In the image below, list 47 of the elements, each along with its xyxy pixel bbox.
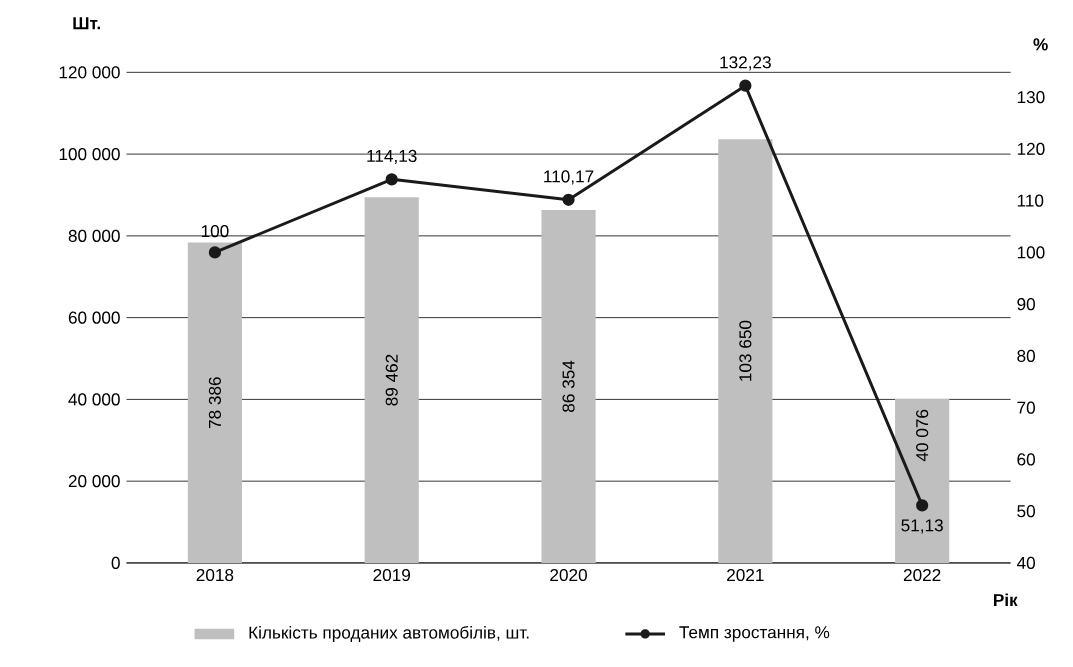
legend-label: Кількість проданих автомобілів, шт. (249, 625, 529, 643)
y2-tick-label: 70 (1017, 401, 1035, 414)
x-tick-label: 2018 (196, 568, 234, 582)
bar (364, 197, 419, 563)
data-label: 132,23 (720, 56, 771, 71)
y-tick-label: 20 000 (68, 475, 120, 488)
y2-tick-label: 100 (1017, 246, 1045, 259)
data-label: 100 (201, 225, 229, 238)
y2-tick-label: 120 (1017, 142, 1045, 155)
x-tick-label: 2021 (727, 568, 764, 582)
legend-label: Темп зростання, % (679, 626, 830, 642)
y2-tick-label: 60 (1017, 453, 1035, 466)
data-label: 86 354 (562, 360, 575, 412)
data-label: 89 462 (385, 354, 398, 406)
point (562, 193, 575, 206)
point (739, 79, 752, 92)
data-label: 40 076 (916, 409, 929, 462)
x-tick-label: 2020 (550, 568, 587, 582)
y-axis-title: Шт. (73, 17, 101, 30)
bar (541, 209, 596, 563)
y2-tick-label: 80 (1017, 349, 1035, 363)
y-tick-label: 0 (111, 556, 120, 570)
bar (895, 399, 950, 563)
y-tick-label: 120 000 (59, 66, 120, 79)
data-label: 51,13 (901, 519, 943, 534)
y-tick-label: 100 000 (59, 148, 120, 161)
y-tick-label: 60 000 (68, 311, 120, 324)
point (916, 499, 929, 512)
data-label: 114,13 (367, 149, 417, 165)
x-tick-label: 2022 (903, 568, 941, 582)
data-label: 103 650 (739, 320, 752, 381)
y2-tick-label: 90 (1017, 298, 1035, 311)
data-label: 78 386 (208, 377, 221, 429)
y2-tick-label: 40 (1016, 556, 1035, 570)
point (208, 246, 222, 259)
x-axis-title: Рік (993, 593, 1018, 606)
point (385, 173, 398, 186)
y2-tick-label: 50 (1017, 505, 1035, 518)
y2-axis-title: % (1033, 38, 1048, 51)
data-label: 110,17 (544, 170, 594, 185)
x-tick-label: 2019 (373, 568, 411, 582)
y-tick-label: 80 000 (68, 229, 120, 242)
y-tick-label: 40 000 (68, 393, 120, 406)
bar (187, 242, 242, 563)
y2-tick-label: 130 (1017, 91, 1045, 104)
bar (718, 139, 773, 563)
y2-tick-label: 110 (1017, 194, 1044, 207)
